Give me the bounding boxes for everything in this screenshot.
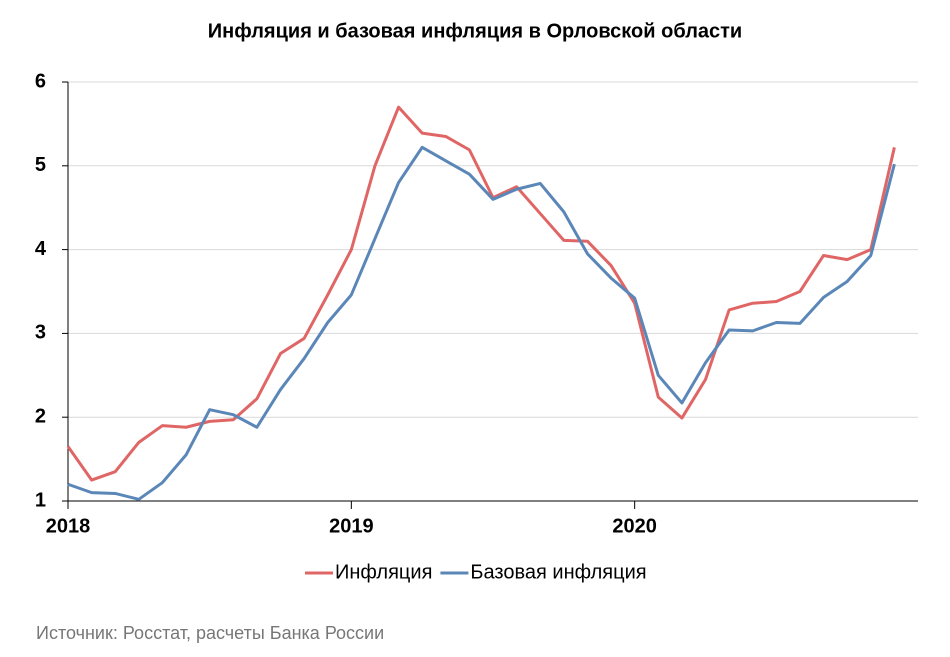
y-tick-label: 6 [35, 70, 46, 92]
y-tick-label: 2 [35, 405, 46, 427]
source-note: Источник: Росстат, расчеты Банка России [36, 623, 384, 643]
y-tick-label: 5 [35, 154, 46, 176]
chart-title: Инфляция и базовая инфляция в Орловской … [208, 20, 742, 42]
line-series [67, 145, 896, 501]
y-tick-label: 3 [35, 322, 46, 344]
line-series [66, 105, 896, 482]
y-tick-label: 4 [35, 238, 47, 260]
legend-label: Базовая инфляция [470, 561, 646, 583]
x-tick-label: 2019 [329, 515, 374, 537]
legend-label: Инфляция [335, 561, 432, 583]
x-tick-label: 2020 [612, 515, 657, 537]
x-tick-label: 2018 [46, 515, 91, 537]
y-tick-label: 1 [35, 489, 46, 511]
